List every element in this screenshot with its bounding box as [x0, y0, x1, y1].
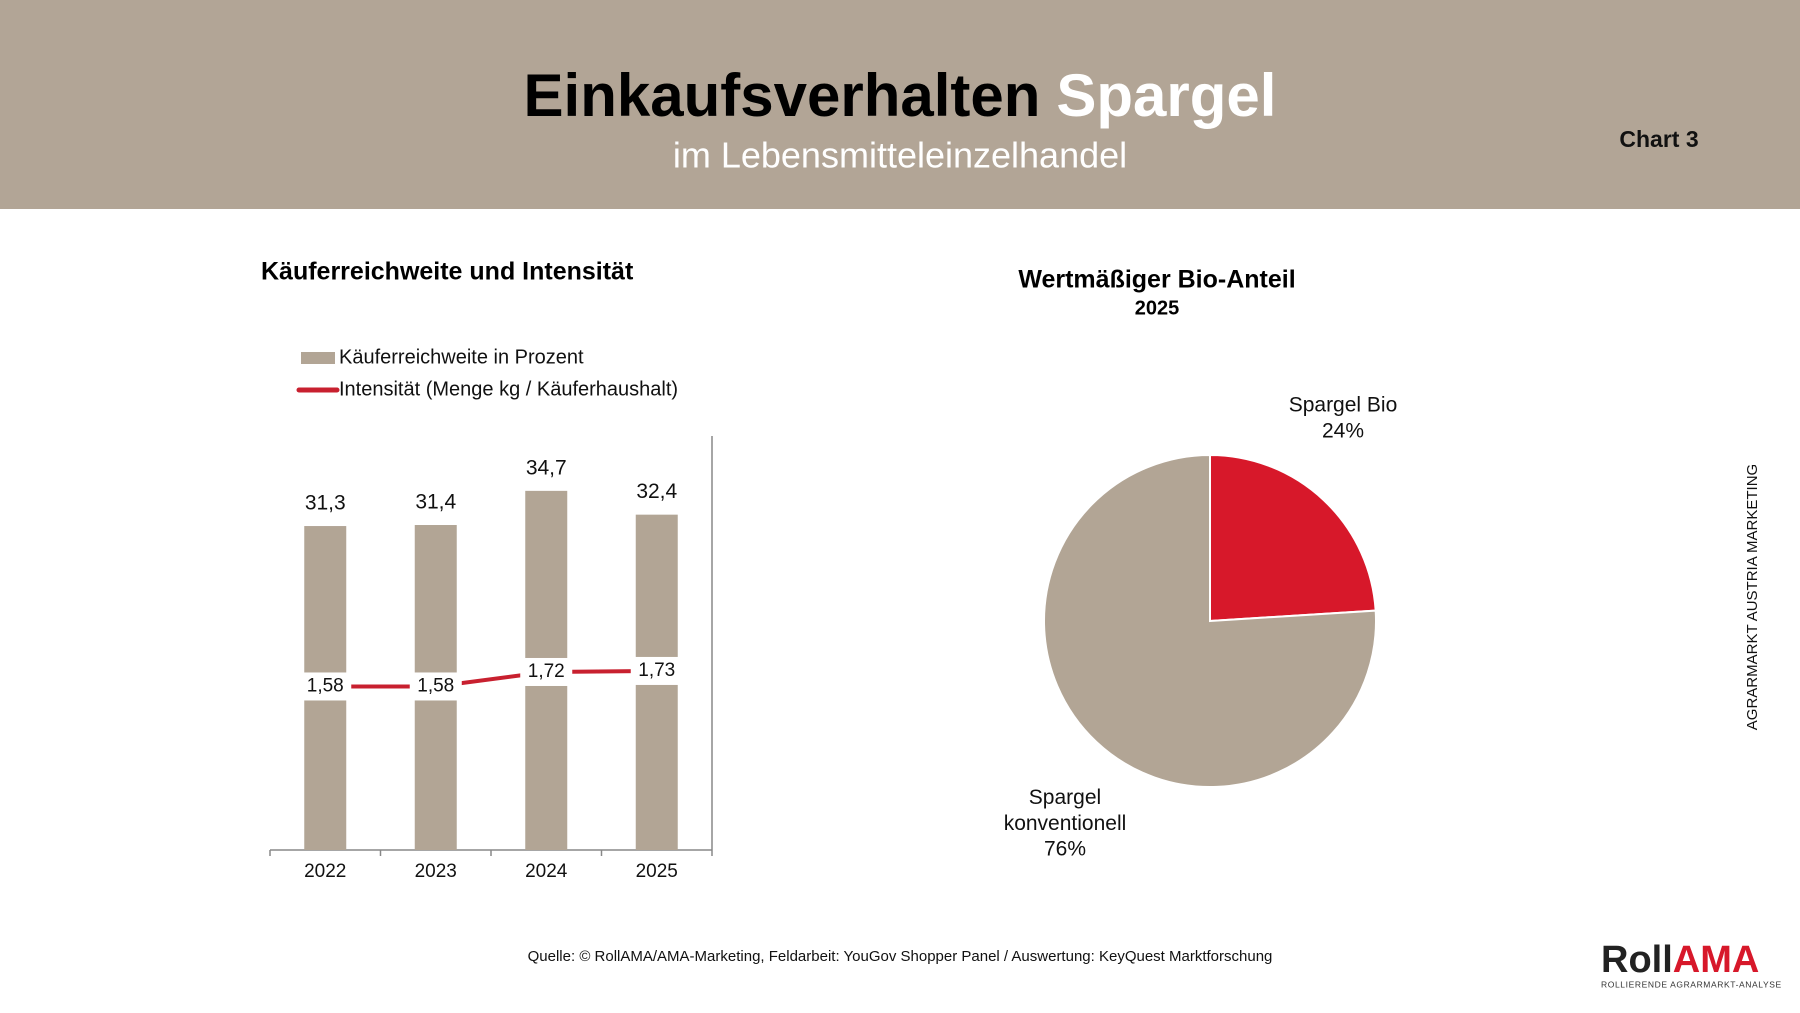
data-label: 32,4: [636, 480, 677, 503]
logo: RollAMA: [1601, 939, 1759, 981]
pie-chart: Wertmäßiger Bio-Anteil 2025 Spargel Bio 24%…: [1004, 266, 1398, 861]
logo-part: Roll: [1601, 939, 1673, 981]
chart-label: Chart 3: [1619, 126, 1698, 152]
pie-slice: [1043, 453, 1377, 788]
page-subtitle: im Lebensmitteleinzelhandel: [673, 135, 1127, 176]
chart-title: Käuferreichweite und Intensität: [261, 258, 634, 286]
x-tick-label: 2023: [415, 861, 457, 882]
line: [325, 668, 657, 689]
logo-tagline: ROLLIERENDE AGRARMARKT-ANALYSE: [1601, 979, 1782, 989]
title-part: Einkaufsverhalten: [524, 62, 1041, 129]
slice-value-label: 24%: [1322, 420, 1364, 443]
chart-subtitle: 2025: [1135, 297, 1180, 319]
data-label: 1,58: [307, 675, 344, 696]
data-label: 1,72: [528, 661, 565, 682]
logo-part: AMA: [1673, 939, 1760, 981]
x-tick-label: 2022: [304, 861, 346, 882]
label-background: [630, 656, 683, 685]
page-title: Einkaufsverhalten Spargel: [524, 62, 1277, 129]
data-label: 1,58: [417, 675, 454, 696]
slice-label: Spargel konventionell: [1004, 786, 1127, 835]
legend-swatch: [301, 352, 335, 364]
combo-chart: Käuferreichweite und Intensität 2022 2023 2…: [261, 258, 713, 882]
slice-label: Spargel Bio: [1289, 394, 1398, 417]
slice-value-label: 76%: [1044, 838, 1086, 861]
legend-label: Käuferreichweite in Prozent: [339, 346, 584, 368]
title-part: Spargel: [1056, 62, 1276, 129]
label-line: Spargel: [1029, 786, 1101, 809]
data-label: 1,73: [638, 660, 675, 681]
pie-slice: [1209, 453, 1377, 623]
data-label: 31,4: [415, 491, 456, 514]
header-band: [0, 0, 1800, 209]
label-background: [299, 672, 352, 701]
chart-title: Wertmäßiger Bio-Anteil: [1018, 266, 1295, 294]
label-background: [409, 672, 462, 701]
x-tick-label: 2025: [636, 861, 678, 882]
legend-label: Intensität (Menge kg / Käuferhaushalt): [339, 378, 678, 400]
x-tick-label: 2024: [525, 861, 568, 882]
label-line: konventionell: [1004, 812, 1127, 835]
source: Quelle: © RollAMA/AMA-Marketing, Feldarb…: [528, 948, 1273, 965]
data-label: 34,7: [526, 456, 567, 479]
side-text: AGRARMARKT AUSTRIA MARKETING: [1744, 464, 1761, 730]
data-label: 31,3: [305, 492, 346, 515]
label-background: [520, 657, 573, 686]
